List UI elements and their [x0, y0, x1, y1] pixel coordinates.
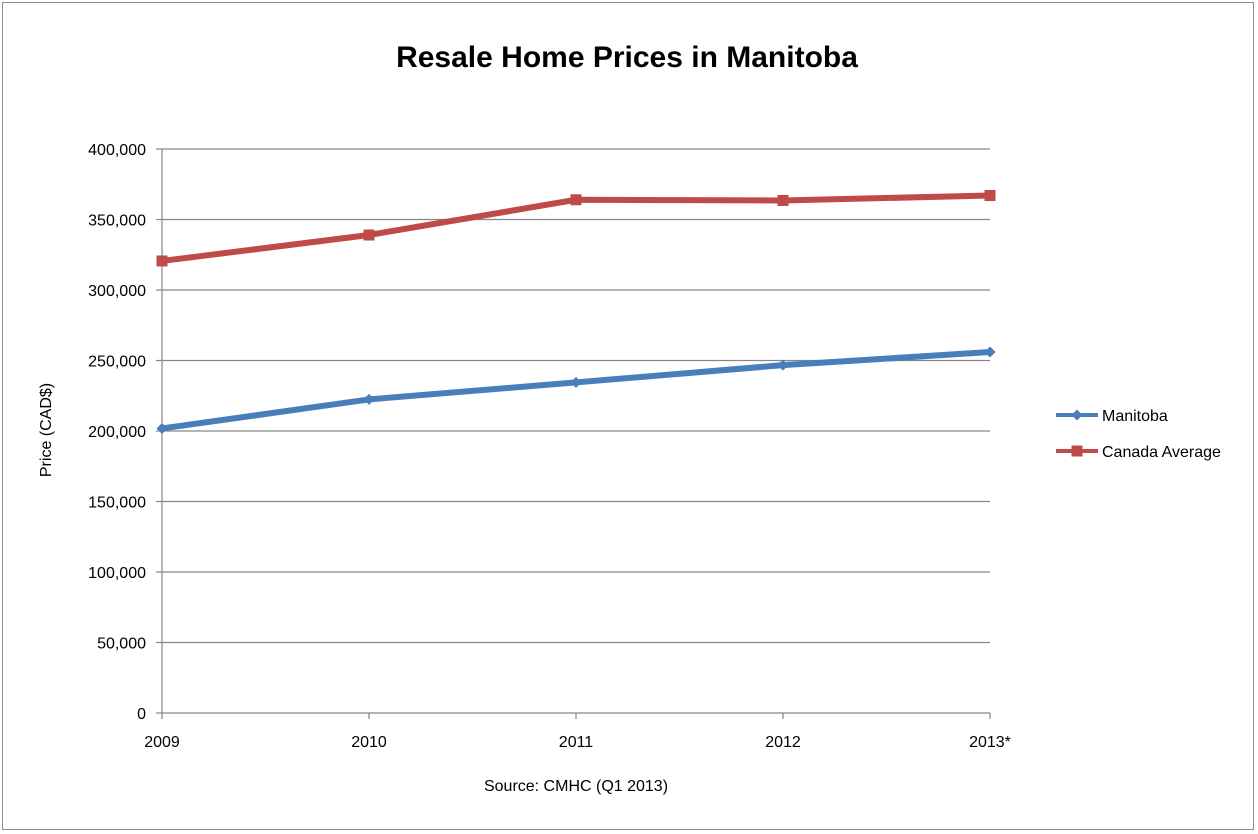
y-tick-label: 200,000	[88, 424, 146, 441]
data-point-marker	[570, 376, 582, 388]
gridlines	[162, 148, 990, 644]
x-tick-labels: 2009 2010 2011 2012 2013*	[144, 734, 1011, 751]
series-line	[159, 349, 993, 432]
y-tick-label: 350,000	[88, 213, 146, 230]
y-tick-label: 300,000	[88, 283, 146, 300]
chart-title: Resale Home Prices in Manitoba	[396, 41, 858, 74]
series-lines	[156, 190, 996, 434]
data-point-marker	[156, 255, 168, 267]
data-point-marker	[777, 194, 789, 206]
x-tick-label: 2009	[144, 734, 180, 751]
y-axis-label: Price (CAD$)	[38, 383, 55, 477]
data-point-marker	[363, 229, 375, 241]
data-point-marker	[1071, 445, 1083, 457]
y-tick-label: 150,000	[88, 495, 146, 512]
y-tick-label: 250,000	[88, 354, 146, 371]
x-tick-label: 2012	[765, 734, 801, 751]
series-canada-average	[156, 190, 996, 267]
y-tick-label: 50,000	[97, 636, 146, 653]
data-point-marker	[1071, 409, 1083, 421]
legend-item: Manitoba	[1056, 408, 1168, 425]
data-point-marker	[777, 359, 789, 371]
y-tick-labels: 0 50,000 100,000 150,000 200,000 250,000 300,0…	[88, 142, 146, 723]
series-manitoba	[156, 346, 996, 434]
x-tick-label: 2010	[351, 734, 387, 751]
data-point-marker	[984, 346, 996, 358]
y-tick-label: 100,000	[88, 565, 146, 582]
data-point-marker	[570, 194, 582, 206]
legend: Manitoba Canada Average	[1056, 408, 1221, 461]
x-tick-label: 2013*	[969, 734, 1011, 751]
legend-label: Canada Average	[1102, 444, 1221, 461]
legend-item: Canada Average	[1056, 444, 1221, 461]
axes	[156, 148, 991, 719]
data-point-marker	[984, 190, 996, 202]
data-point-marker	[156, 422, 168, 434]
x-tick-label: 2011	[559, 734, 594, 751]
y-tick-label: 0	[137, 706, 146, 723]
series-line	[159, 192, 993, 264]
data-point-marker	[363, 393, 375, 405]
x-axis-label: Source: CMHC (Q1 2013)	[484, 778, 668, 795]
legend-label: Manitoba	[1102, 408, 1168, 425]
y-tick-label: 400,000	[88, 142, 146, 159]
